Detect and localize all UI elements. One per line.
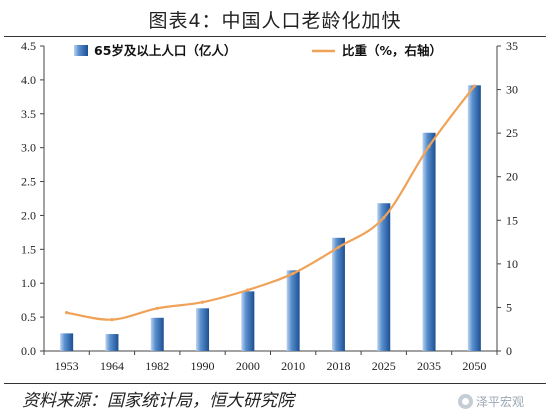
x-tick-label: 2018 <box>326 359 350 373</box>
ratio-point[interactable] <box>382 216 386 220</box>
chart-area: 0.00.51.01.52.02.53.03.54.04.50510152025… <box>21 39 518 373</box>
right-tick-label: 5 <box>506 300 512 314</box>
ratio-point[interactable] <box>336 245 341 249</box>
bar[interactable] <box>467 85 481 352</box>
left-tick-label: 1.0 <box>21 276 36 290</box>
x-tick-label: 2025 <box>372 359 396 373</box>
left-tick-label: 1.5 <box>21 242 36 256</box>
bar[interactable] <box>422 132 436 351</box>
left-tick-label: 0.0 <box>21 344 36 358</box>
ratio-point[interactable] <box>472 84 476 88</box>
ratio-point[interactable] <box>200 300 205 304</box>
left-tick-label: 4.0 <box>21 73 36 87</box>
right-tick-label: 0 <box>506 344 512 358</box>
bar[interactable] <box>331 237 345 351</box>
title-divider <box>4 36 546 37</box>
bar[interactable] <box>377 203 391 351</box>
watermark-label: 泽平宏观 <box>476 394 525 409</box>
watermark: 泽平宏观 <box>458 391 524 411</box>
right-tick-label: 20 <box>506 170 518 184</box>
right-tick-label: 25 <box>506 126 518 140</box>
ratio-point[interactable] <box>155 306 159 310</box>
right-tick-label: 30 <box>506 83 518 97</box>
ratio-line[interactable] <box>66 85 476 321</box>
right-tick-label: 35 <box>506 39 518 53</box>
x-tick-label: 2000 <box>236 359 260 373</box>
ratio-point[interactable] <box>246 288 250 292</box>
left-tick-label: 2.0 <box>21 208 36 222</box>
x-tick-label: 1964 <box>100 359 124 373</box>
right-tick-label: 15 <box>506 213 518 227</box>
x-tick-label: 2050 <box>462 359 486 373</box>
left-tick-label: 0.5 <box>21 310 36 324</box>
source-note: 资料来源：国家统计局，恒大研究院 <box>22 391 294 411</box>
ratio-point[interactable] <box>291 271 295 276</box>
x-tick-label: 2010 <box>281 359 305 373</box>
left-tick-label: 3.0 <box>21 141 36 155</box>
left-tick-label: 2.5 <box>21 175 36 189</box>
x-tick-label: 1982 <box>145 359 169 373</box>
x-tick-label: 2035 <box>417 359 441 373</box>
legend-bar-label: 65岁及以上人口（亿人） <box>94 43 236 58</box>
bar[interactable] <box>241 291 255 351</box>
bar[interactable] <box>196 308 210 351</box>
wechat-logo-icon <box>458 393 473 409</box>
chart-title: 图表4：中国人口老龄化加快 <box>148 10 402 32</box>
legend-line-label: 比重（%，右轴） <box>342 43 442 58</box>
ratio-point[interactable] <box>110 318 114 322</box>
right-tick-label: 10 <box>506 257 518 271</box>
x-tick-label: 1990 <box>191 359 215 373</box>
source-divider <box>4 383 546 384</box>
left-tick-label: 3.5 <box>21 107 36 121</box>
bar[interactable] <box>150 317 164 351</box>
legend-bar-swatch <box>74 45 88 56</box>
bar[interactable] <box>286 270 300 351</box>
left-tick-label: 4.5 <box>21 39 36 53</box>
bar[interactable] <box>105 334 119 351</box>
ratio-point[interactable] <box>65 311 69 315</box>
x-tick-label: 1953 <box>55 359 79 373</box>
bar[interactable] <box>60 333 74 351</box>
ratio-point[interactable] <box>427 144 431 148</box>
